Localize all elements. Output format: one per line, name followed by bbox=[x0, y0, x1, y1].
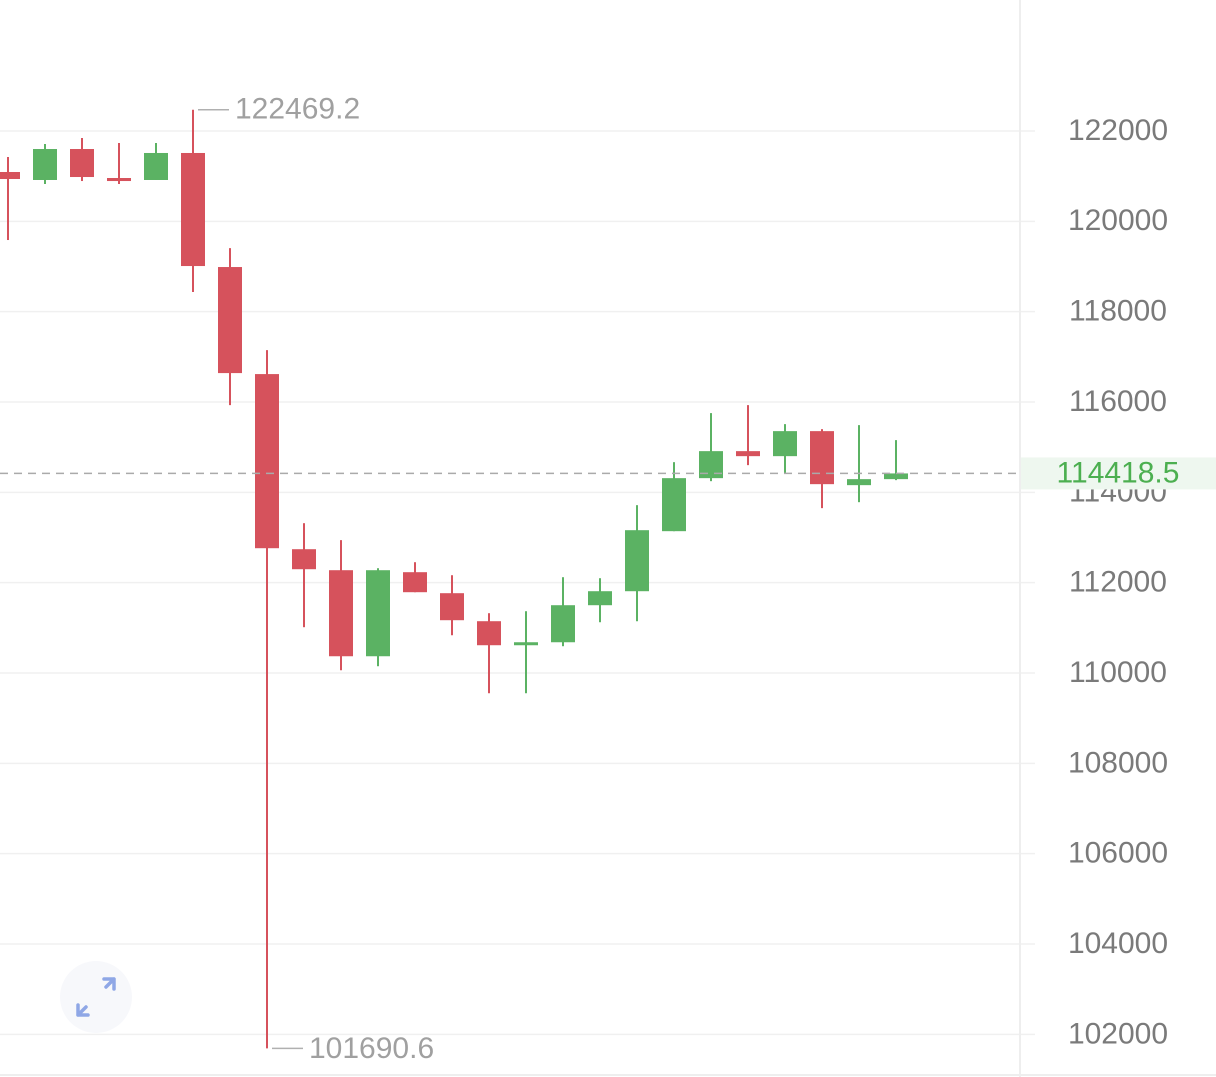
candle-body bbox=[736, 451, 760, 457]
candle-body bbox=[144, 152, 168, 180]
expand-button-bg bbox=[60, 961, 132, 1033]
expand-icon bbox=[76, 977, 116, 1017]
candle-body bbox=[107, 178, 131, 182]
expand-button[interactable] bbox=[60, 961, 132, 1033]
min-label: 101690.6 bbox=[309, 1032, 434, 1065]
candle-body bbox=[588, 591, 612, 606]
candle-body bbox=[773, 431, 797, 457]
y-tick-label: 104000 bbox=[1068, 927, 1168, 960]
candle-body bbox=[292, 549, 316, 570]
last-price-tag-bg bbox=[1021, 457, 1216, 490]
y-tick-label: 120000 bbox=[1068, 204, 1168, 237]
candle-body bbox=[551, 605, 575, 643]
y-tick-label: 116000 bbox=[1069, 385, 1167, 418]
candle-body bbox=[514, 642, 538, 646]
candle-body bbox=[403, 572, 427, 593]
candle-body bbox=[810, 431, 834, 485]
candle-body bbox=[181, 152, 205, 267]
candle-body bbox=[477, 621, 501, 646]
y-tick-label: 112000 bbox=[1069, 566, 1167, 599]
y-tick-label: 108000 bbox=[1068, 746, 1168, 779]
candle-body bbox=[70, 149, 94, 178]
candle-body bbox=[440, 593, 464, 621]
candle-body bbox=[884, 473, 908, 480]
candle-body bbox=[255, 374, 279, 549]
candle-body bbox=[0, 172, 20, 180]
candle-body bbox=[625, 530, 649, 592]
candle-body bbox=[847, 479, 871, 486]
candle-body bbox=[366, 570, 390, 657]
candle-body bbox=[33, 149, 57, 180]
y-tick-label: 102000 bbox=[1068, 1017, 1168, 1050]
y-tick-label: 110000 bbox=[1069, 656, 1167, 689]
max-label: 122469.2 bbox=[235, 93, 360, 126]
candle-body bbox=[218, 267, 242, 374]
last-price-label: 114418.5 bbox=[1057, 456, 1180, 489]
y-tick-label: 106000 bbox=[1068, 837, 1168, 870]
candle-body bbox=[662, 478, 686, 532]
y-tick-label: 118000 bbox=[1069, 295, 1167, 328]
y-tick-label: 122000 bbox=[1068, 114, 1168, 147]
candle-body bbox=[329, 570, 353, 657]
